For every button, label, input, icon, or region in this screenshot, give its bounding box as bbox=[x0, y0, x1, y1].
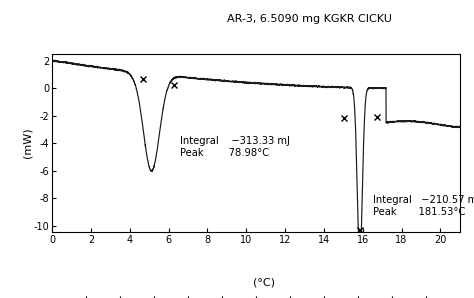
Text: Integral    −313.33 mJ
Peak        78.98°C: Integral −313.33 mJ Peak 78.98°C bbox=[180, 136, 290, 158]
Y-axis label: (mW): (mW) bbox=[22, 128, 32, 158]
Text: AR-3, 6.5090 mg KGKR CICKU: AR-3, 6.5090 mg KGKR CICKU bbox=[227, 14, 392, 24]
Text: (°C): (°C) bbox=[253, 277, 275, 288]
Text: Integral   −210.57 mJ
Peak       181.53°C: Integral −210.57 mJ Peak 181.53°C bbox=[374, 195, 474, 217]
